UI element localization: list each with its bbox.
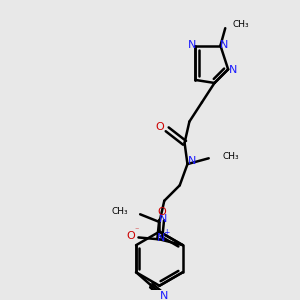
Text: CH₃: CH₃	[222, 152, 239, 161]
Text: N: N	[188, 156, 196, 166]
Text: +: +	[163, 228, 170, 237]
Text: N: N	[220, 40, 229, 50]
Text: N: N	[157, 233, 165, 243]
Text: N: N	[229, 65, 237, 75]
Text: ⁻: ⁻	[134, 225, 139, 234]
Text: N: N	[159, 214, 167, 224]
Text: CH₃: CH₃	[233, 20, 250, 29]
Text: C: C	[148, 282, 156, 292]
Text: O: O	[155, 122, 164, 132]
Text: O: O	[157, 207, 166, 217]
Text: N: N	[188, 40, 196, 50]
Text: O: O	[126, 230, 135, 241]
Text: CH₃: CH₃	[112, 207, 129, 216]
Text: N: N	[160, 291, 168, 300]
